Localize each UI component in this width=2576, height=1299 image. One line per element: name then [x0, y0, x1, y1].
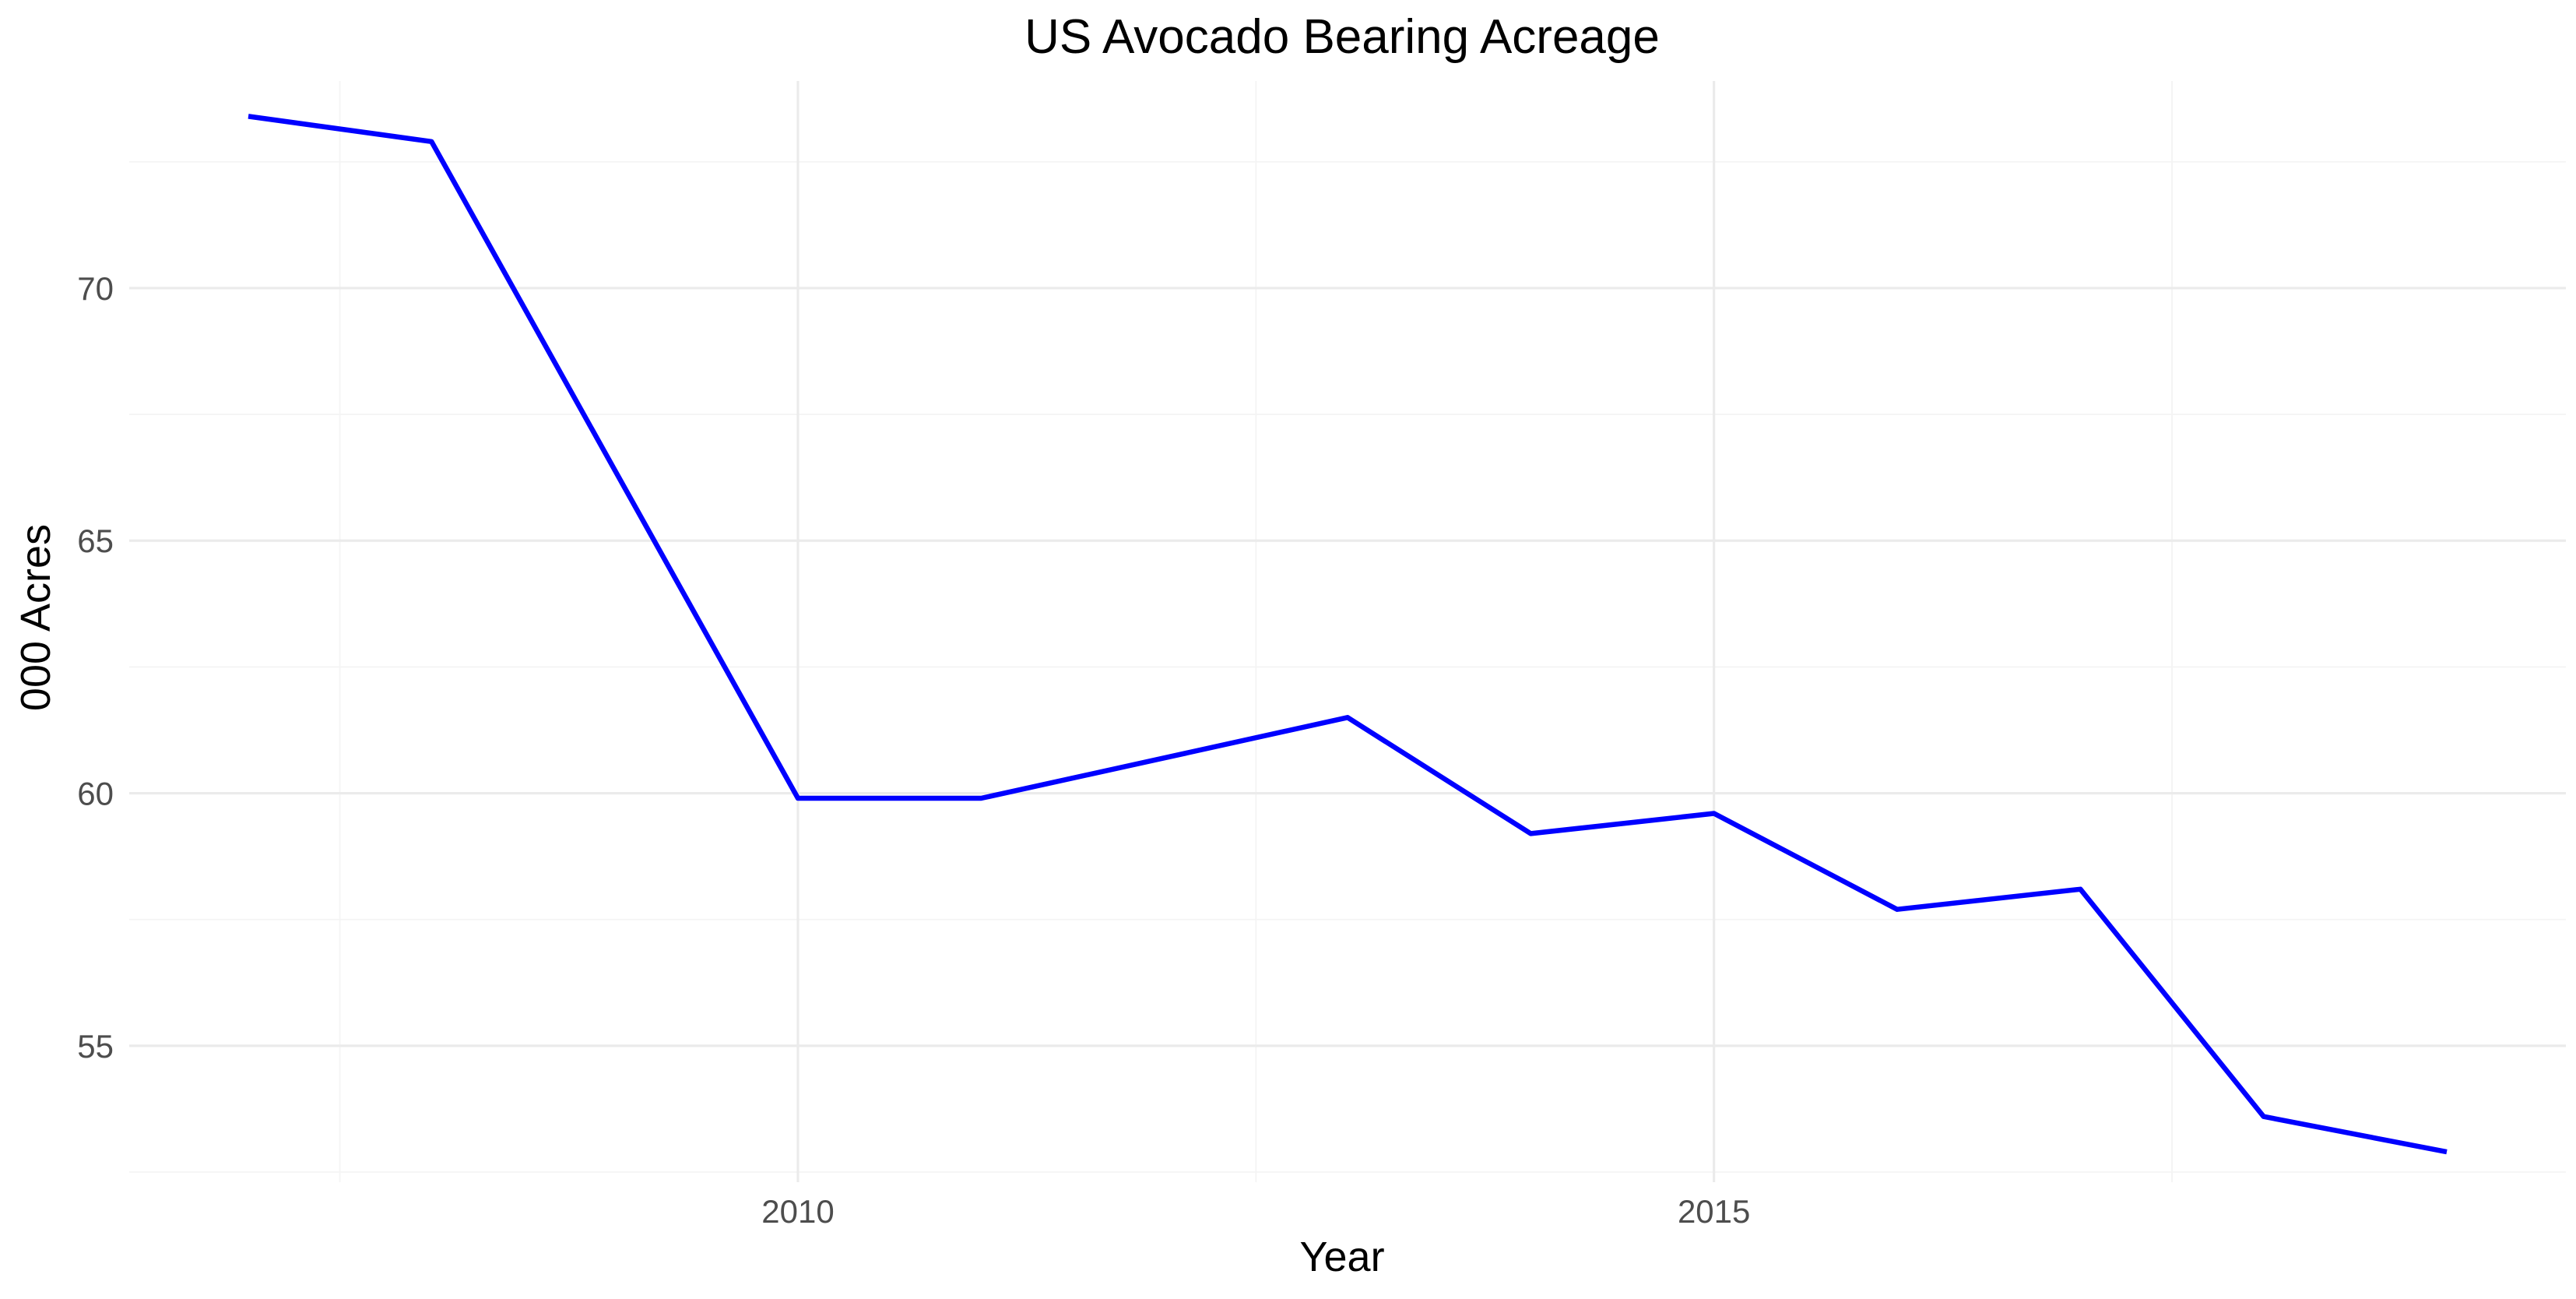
- x-tick-label: 2010: [761, 1193, 834, 1230]
- series-line: [248, 114, 2448, 1155]
- minor-gridlines: [129, 81, 2566, 1182]
- x-axis-title: Year: [1299, 1234, 1384, 1280]
- y-tick-label: 60: [77, 776, 114, 812]
- x-axis-tick-labels: 2010 2015: [761, 1193, 1750, 1230]
- y-tick-label: 55: [77, 1028, 114, 1065]
- y-tick-label: 65: [77, 523, 114, 559]
- chart-title: US Avocado Bearing Acreage: [1024, 10, 1660, 64]
- series-layer: [248, 114, 2448, 1155]
- y-axis-tick-labels: 55 60 65 70: [77, 270, 114, 1065]
- x-tick-label: 2015: [1678, 1193, 1750, 1230]
- y-tick-label: 70: [77, 270, 114, 307]
- major-gridlines: [129, 81, 2566, 1182]
- y-axis-title: 000 Acres: [12, 524, 59, 711]
